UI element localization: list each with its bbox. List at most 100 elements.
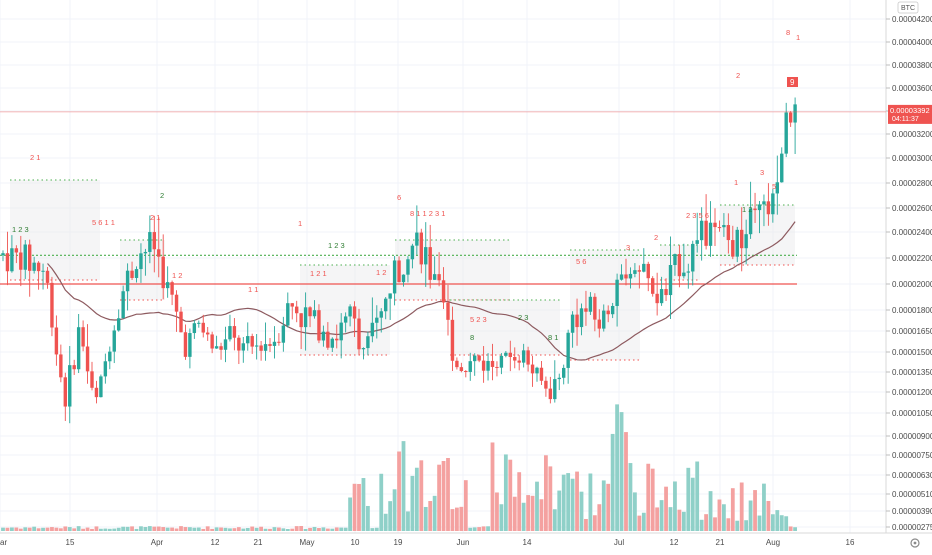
candle[interactable] [793,97,797,155]
candle[interactable] [624,258,628,286]
candle[interactable] [357,308,361,356]
candle[interactable] [628,267,633,289]
candle[interactable] [50,276,54,337]
candle[interactable] [170,280,174,306]
candle[interactable] [54,315,59,366]
candle[interactable] [459,362,464,373]
candle[interactable] [691,240,695,286]
candle[interactable] [633,263,637,278]
candle[interactable] [753,192,757,224]
candle[interactable] [428,224,432,289]
candle[interactable] [76,313,81,374]
candle[interactable] [392,256,397,306]
candle[interactable] [254,333,259,360]
candle[interactable] [108,346,112,370]
candle[interactable] [130,261,134,280]
candle[interactable] [401,274,406,287]
candle[interactable] [664,278,668,301]
gear-icon[interactable] [910,538,920,548]
candle[interactable] [731,225,735,260]
candle[interactable] [717,220,722,232]
candle[interactable] [437,252,441,287]
candle[interactable] [513,347,517,369]
candle[interactable] [241,337,245,363]
candle[interactable] [748,181,753,239]
candle[interactable] [10,235,14,273]
candle[interactable] [121,285,125,319]
candle[interactable] [366,331,370,356]
candle[interactable] [602,304,606,332]
candle[interactable] [424,222,428,287]
candle[interactable] [335,324,339,349]
candle[interactable] [134,266,139,283]
candle[interactable] [415,205,419,255]
candle[interactable] [192,319,197,339]
candle[interactable] [361,347,366,360]
candle[interactable] [651,276,655,297]
candle[interactable] [450,306,455,372]
candle[interactable] [352,301,357,337]
candle[interactable] [646,261,650,292]
candle[interactable] [530,355,535,387]
candle[interactable] [419,228,423,274]
candle[interactable] [210,331,214,354]
candle[interactable] [197,320,201,328]
candle[interactable] [125,263,130,311]
candle[interactable] [553,360,557,403]
candle[interactable] [735,226,739,263]
candle[interactable] [659,276,664,306]
candle[interactable] [521,343,526,368]
candle[interactable] [330,337,334,353]
candle[interactable] [179,306,183,333]
candle[interactable] [379,308,383,333]
candle[interactable] [228,314,232,342]
candle[interactable] [579,303,584,336]
candle[interactable] [139,243,143,283]
candle[interactable] [143,248,148,276]
candle[interactable] [152,215,156,273]
candle[interactable] [593,293,597,332]
candle[interactable] [740,207,744,272]
candle[interactable] [562,364,566,385]
candle[interactable] [112,325,116,364]
candle[interactable] [286,292,290,328]
candle[interactable] [263,322,268,361]
candle[interactable] [441,267,446,310]
candle[interactable] [464,370,468,378]
candle[interactable] [570,311,575,348]
candle[interactable] [517,355,521,371]
candle[interactable] [526,346,530,372]
candle[interactable] [726,213,731,254]
candle[interactable] [775,155,779,215]
candle[interactable] [388,293,392,320]
candle[interactable] [157,217,161,278]
candle[interactable] [85,324,90,384]
candle[interactable] [682,243,686,279]
candle[interactable] [174,290,179,332]
candle[interactable] [695,212,699,253]
candle[interactable] [1,250,5,262]
candle[interactable] [268,338,272,353]
candle[interactable] [23,240,27,280]
candle[interactable] [722,213,726,237]
candle[interactable] [370,297,375,343]
candle[interactable] [317,304,321,344]
candle[interactable] [326,322,330,350]
candle[interactable] [481,346,486,383]
candle[interactable] [788,111,793,127]
candle[interactable] [597,309,601,338]
candle[interactable] [339,313,343,359]
candle[interactable] [312,300,317,319]
candle[interactable] [504,350,508,358]
candle[interactable] [477,354,481,363]
candle[interactable] [575,298,579,346]
price-axis[interactable]: 0.00004200 0.00004000 0.00003800 0.00003600… [886,15,932,532]
candle[interactable] [28,239,32,297]
candle[interactable] [59,344,63,383]
candle[interactable] [81,320,85,352]
candle[interactable] [72,359,76,375]
candle[interactable] [704,194,708,250]
candle[interactable] [299,313,303,350]
candle[interactable] [36,261,41,290]
